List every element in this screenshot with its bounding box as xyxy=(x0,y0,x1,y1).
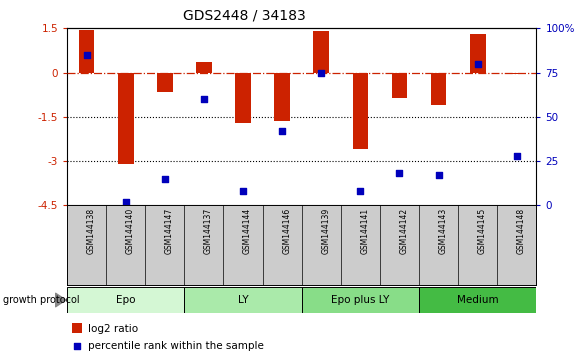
Text: Epo plus LY: Epo plus LY xyxy=(331,295,389,305)
Text: LY: LY xyxy=(238,295,248,305)
Text: GSM144142: GSM144142 xyxy=(399,208,409,254)
Text: GDS2448 / 34183: GDS2448 / 34183 xyxy=(184,9,306,23)
Text: GSM144137: GSM144137 xyxy=(204,208,213,254)
Point xyxy=(82,52,92,58)
Point xyxy=(238,188,248,194)
Bar xyxy=(431,73,447,105)
Bar xyxy=(509,73,525,74)
Text: GSM144147: GSM144147 xyxy=(165,208,174,254)
Bar xyxy=(235,73,251,123)
Bar xyxy=(302,287,419,313)
Text: Medium: Medium xyxy=(457,295,498,305)
Bar xyxy=(353,73,368,149)
Text: GSM144146: GSM144146 xyxy=(282,208,291,254)
Text: percentile rank within the sample: percentile rank within the sample xyxy=(88,341,264,351)
Text: Epo: Epo xyxy=(116,295,135,305)
Text: log2 ratio: log2 ratio xyxy=(88,324,138,333)
Point xyxy=(278,128,287,134)
Point xyxy=(121,199,131,205)
Bar xyxy=(392,73,408,98)
Point xyxy=(387,263,396,268)
Point xyxy=(434,172,443,178)
Point xyxy=(473,61,482,67)
Text: GSM144141: GSM144141 xyxy=(360,208,370,254)
Bar xyxy=(72,323,82,333)
Bar xyxy=(118,73,134,164)
Bar xyxy=(419,287,536,313)
Bar xyxy=(275,73,290,121)
Text: GSM144139: GSM144139 xyxy=(321,208,330,254)
Text: GSM144148: GSM144148 xyxy=(517,208,526,254)
Polygon shape xyxy=(55,293,66,307)
Point xyxy=(199,96,209,102)
Text: GSM144143: GSM144143 xyxy=(438,208,448,254)
Text: GSM144138: GSM144138 xyxy=(87,208,96,254)
Text: GSM144140: GSM144140 xyxy=(126,208,135,254)
Point xyxy=(317,70,326,75)
Bar xyxy=(470,34,486,73)
Point xyxy=(395,171,404,176)
Bar xyxy=(157,73,173,92)
Point xyxy=(512,153,521,159)
Bar xyxy=(184,287,302,313)
Bar xyxy=(314,31,329,73)
Bar xyxy=(79,30,94,73)
Text: growth protocol: growth protocol xyxy=(3,295,79,305)
Text: GSM144145: GSM144145 xyxy=(477,208,487,254)
Text: GSM144144: GSM144144 xyxy=(243,208,252,254)
Point xyxy=(160,176,170,182)
Bar xyxy=(196,62,212,73)
Bar xyxy=(67,287,184,313)
Point xyxy=(356,188,365,194)
